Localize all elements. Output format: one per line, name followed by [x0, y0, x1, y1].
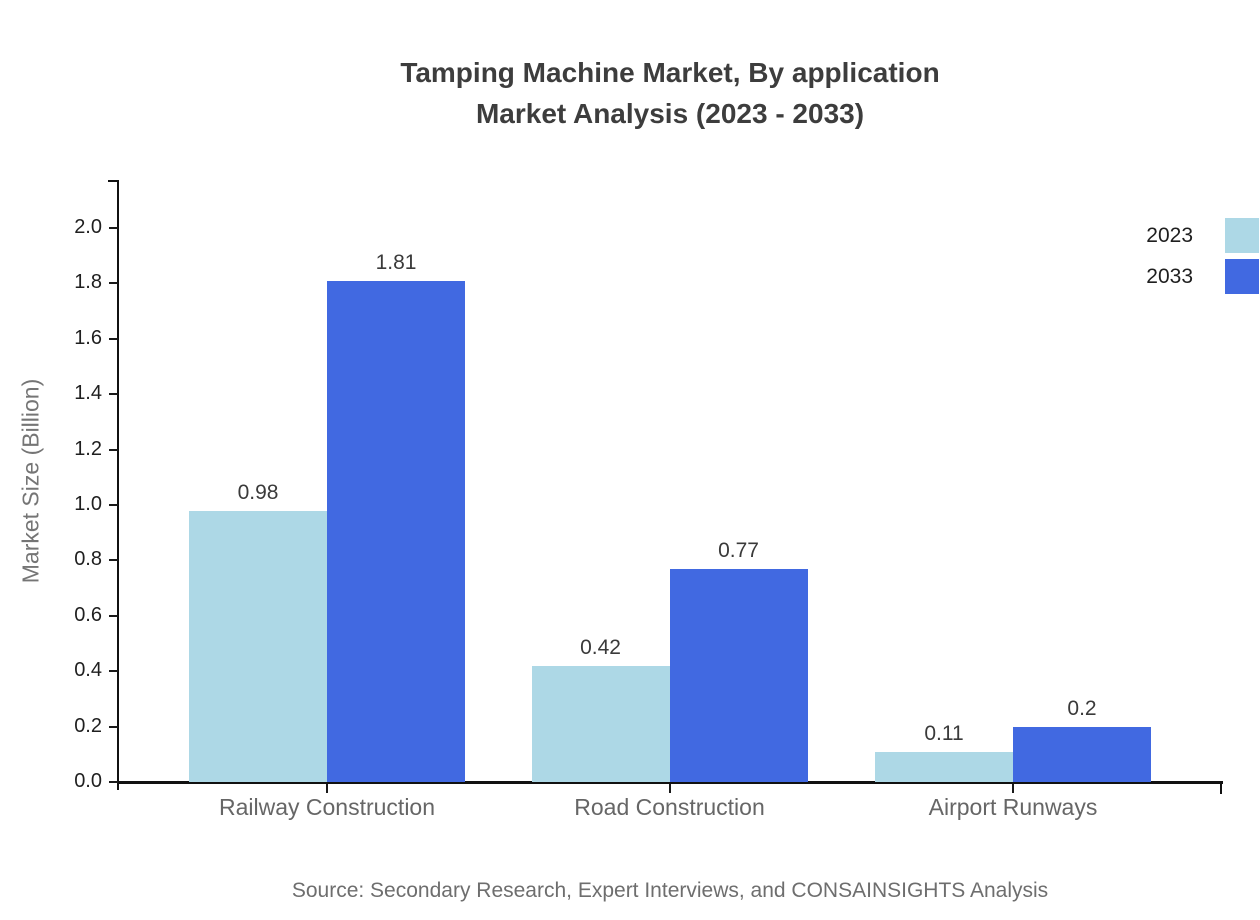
x-tick-mark	[1012, 784, 1014, 793]
bar-value-label: 0.77	[718, 539, 759, 562]
y-tick-mark	[109, 559, 118, 562]
y-tick-label: 1.8	[74, 271, 102, 294]
bar-2023-category-2	[531, 666, 670, 782]
chart-title: Tamping Machine Market, By application M…	[80, 52, 1260, 134]
x-tick-mark	[326, 784, 328, 793]
bar-value-label: 0.42	[580, 636, 621, 659]
y-tick-label: 0.0	[74, 770, 102, 792]
bar-2033-category-1	[327, 281, 465, 782]
x-tick-mark	[668, 784, 671, 793]
x-axis-spine	[117, 781, 1223, 784]
y-axis-title: Market Size (Billion)	[17, 378, 44, 584]
y-tick-label: 0.6	[74, 603, 102, 626]
y-tick-mark	[109, 393, 118, 396]
source-note: Source: Secondary Research, Expert Inter…	[291, 879, 1049, 902]
bar-value-label: 0.98	[237, 481, 279, 504]
category-label-2: Road Construction	[574, 794, 765, 820]
y-tick-label: 0.8	[74, 548, 102, 571]
y-tick-mark	[109, 227, 118, 229]
bar-2033-category-2	[669, 569, 808, 782]
y-tick-label: 1.0	[74, 493, 102, 515]
y-tick-mark	[109, 337, 118, 340]
y-tick-label: 1.6	[74, 326, 102, 349]
legend-item-2033: 2033	[1146, 259, 1259, 294]
x-axis-end-cap	[1220, 784, 1222, 794]
y-tick-label: 1.4	[74, 382, 102, 405]
y-tick-mark	[109, 282, 118, 285]
bar-2023-category-3	[875, 752, 1013, 782]
bar-value-label: 0.11	[924, 722, 964, 745]
y-tick-label: 0.4	[74, 659, 102, 682]
bar-value-label: 1.81	[375, 251, 417, 274]
y-tick-label: 1.2	[74, 437, 102, 460]
chart-title-line2: Market Analysis (2023 - 2033)	[475, 98, 865, 129]
legend-swatch-2023	[1225, 218, 1259, 253]
legend-item-2023: 2023	[1146, 218, 1259, 253]
legend-label-2033: 2033	[1146, 264, 1193, 288]
y-axis-end-cap	[108, 180, 119, 182]
y-axis-spine	[117, 180, 119, 790]
category-label-1: Railway Construction	[218, 794, 436, 820]
y-tick-label: 0.2	[74, 714, 102, 737]
bar-value-label: 0.2	[1067, 697, 1097, 720]
category-label-3: Airport Runways	[928, 794, 1098, 820]
chart-title-line1: Tamping Machine Market, By application	[400, 57, 940, 88]
legend-swatch-2033	[1225, 259, 1259, 294]
y-tick-mark	[109, 614, 118, 617]
y-tick-label: 2.0	[74, 216, 102, 238]
y-tick-mark	[109, 781, 118, 783]
bar-2033-category-3	[1013, 727, 1151, 782]
y-tick-mark	[109, 670, 118, 673]
legend-label-2023: 2023	[1146, 223, 1193, 247]
y-tick-mark	[109, 725, 118, 728]
y-tick-mark	[109, 504, 118, 506]
y-tick-mark	[109, 448, 118, 451]
bar-2023-category-1	[189, 511, 327, 782]
